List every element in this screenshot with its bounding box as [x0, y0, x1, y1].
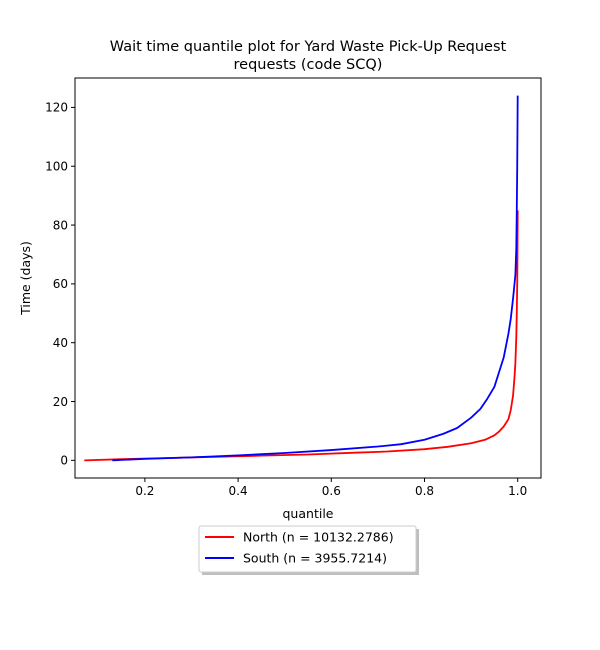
y-tick-label: 20: [53, 395, 68, 409]
legend-label-south: South (n = 3955.7214): [243, 551, 387, 566]
x-tick-label: 1.0: [508, 484, 527, 498]
x-axis: 0.2 0.4 0.6 0.8 1.0: [135, 478, 527, 498]
plot-frame: [74, 77, 542, 479]
y-tick-label: 120: [45, 101, 68, 115]
legend: North (n = 10132.2786) South (n = 3955.7…: [198, 525, 419, 575]
x-tick-label: 0.2: [135, 484, 154, 498]
y-tick-label: 0: [60, 454, 68, 468]
series-layer: [84, 95, 519, 462]
chart-title-line-2: requests (code SCQ): [234, 57, 383, 73]
series-line-south: [112, 95, 519, 462]
x-axis-label: quantile: [283, 506, 334, 521]
legend-box: [198, 525, 417, 573]
x-tick-label: 0.6: [322, 484, 341, 498]
y-tick-label: 40: [53, 336, 68, 350]
y-axis-label: Time (days): [18, 241, 33, 316]
x-tick-label: 0.4: [229, 484, 248, 498]
plot-area: 0.2 0.4 0.6 0.8 1.0 0 20 40 60 80 100 120: [45, 77, 542, 498]
y-tick-label: 80: [53, 218, 68, 232]
legend-label-north: North (n = 10132.2786): [243, 530, 394, 545]
chart-title-line-1: Wait time quantile plot for Yard Waste P…: [110, 39, 507, 55]
y-tick-label: 100: [45, 160, 68, 174]
x-tick-label: 0.8: [415, 484, 434, 498]
y-axis: 0 20 40 60 80 100 120: [45, 101, 75, 468]
y-tick-label: 60: [53, 277, 68, 291]
series-line-north: [84, 210, 519, 462]
